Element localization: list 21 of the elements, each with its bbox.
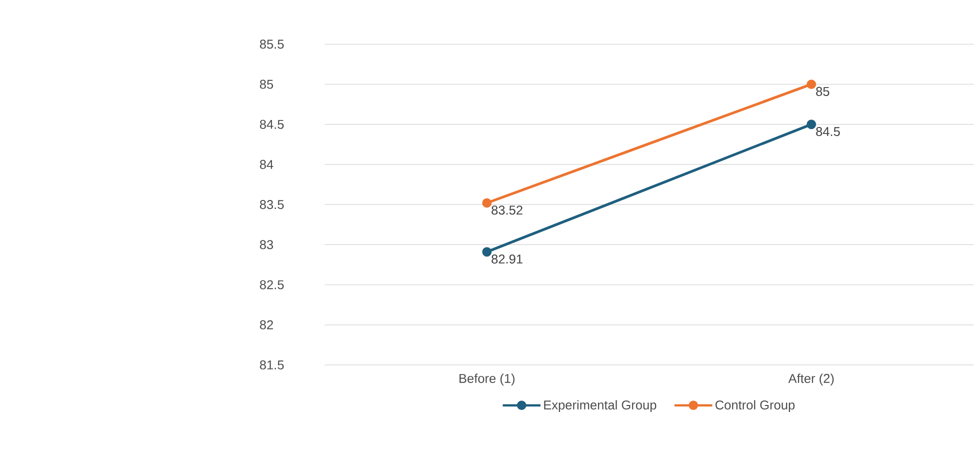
point <box>482 247 492 257</box>
legend-label: Experimental Group <box>544 400 656 412</box>
y-tick-label: 84 <box>260 160 274 169</box>
y-tick-label: 81.5 <box>260 360 284 370</box>
y-tick-label: 84.5 <box>260 120 284 129</box>
point <box>806 80 816 89</box>
x-tick-label: Before (1) <box>460 374 514 386</box>
y-tick-label: 82 <box>260 320 273 330</box>
y-tick-label: 83.5 <box>260 200 284 210</box>
data-label: 84.5 <box>816 127 840 136</box>
y-tick-label: 85 <box>260 80 274 89</box>
y-tick-label: 82.5 <box>260 280 284 290</box>
point <box>806 120 816 130</box>
data-label: 82.91 <box>492 254 522 264</box>
x-tick-label: After (2) <box>788 374 834 386</box>
legend-label: Control Group <box>716 400 795 412</box>
data-label: 83.52 <box>492 206 522 215</box>
point <box>482 198 492 208</box>
y-tick-label: 83 <box>260 240 274 250</box>
y-tick-label: 85.5 <box>260 40 284 49</box>
data-label: 85 <box>816 86 830 96</box>
